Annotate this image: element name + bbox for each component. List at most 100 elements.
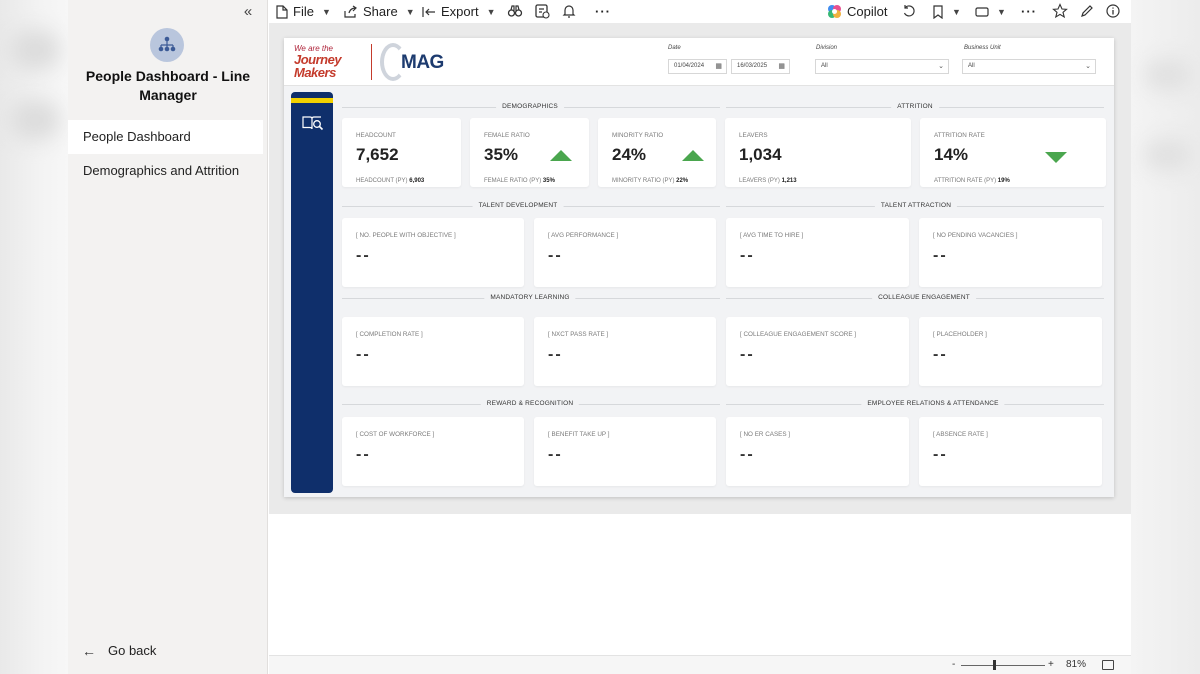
placeholder-card[interactable]: [ NO ER CASES ] -- (726, 417, 909, 486)
export-icon (422, 6, 435, 17)
chevron-down-icon: ▼ (997, 6, 1006, 17)
mag-logo-mark (380, 43, 406, 81)
bell-icon[interactable] (561, 3, 577, 19)
go-back-label: Go back (108, 643, 157, 658)
kpi-py-value: 22% (676, 178, 689, 184)
collapse-nav-button[interactable]: « (243, 3, 253, 20)
arrow-left-icon: ← (82, 643, 96, 659)
file-label: File (293, 4, 314, 19)
zoom-in-button[interactable]: + (1048, 659, 1054, 670)
star-icon[interactable] (1052, 3, 1068, 19)
placeholder-value: -- (548, 446, 563, 463)
business-unit-dropdown[interactable]: All ⌄ (962, 59, 1096, 74)
kpi-label: LEAVERS (739, 132, 768, 139)
subscribe-icon[interactable] (534, 3, 550, 19)
kpi-card-female-ratio[interactable]: FEMALE RATIO 35% FEMALE RATIO (PY) 35% (470, 118, 589, 187)
kpi-card-attrition-rate[interactable]: ATTRITION RATE 14% ATTRITION RATE (PY) 1… (920, 118, 1106, 187)
more-options-icon[interactable]: ··· (1021, 4, 1037, 19)
more-options-icon[interactable]: ··· (595, 4, 611, 19)
copilot-label: Copilot (847, 4, 888, 19)
section-divider: MANDATORY LEARNING (342, 294, 720, 301)
chevron-down-icon: ▼ (952, 6, 961, 17)
view-menu[interactable]: ▼ (975, 0, 1006, 23)
date-slicer-label: Date (668, 45, 681, 51)
division-dropdown[interactable]: All ⌄ (815, 59, 949, 74)
blur-shape (1145, 60, 1191, 90)
edit-icon[interactable] (1079, 3, 1095, 19)
division-slicer-label: Division (816, 45, 838, 51)
zoom-slider-thumb[interactable] (993, 660, 996, 670)
kpi-py-label: MINORITY RATIO (PY) (612, 178, 675, 184)
placeholder-card[interactable]: [ NO PENDING VACANCIES ] -- (919, 218, 1102, 287)
file-menu[interactable]: File ▼ (276, 0, 331, 23)
date-end-input[interactable]: 16/03/2025 ▦ (731, 59, 790, 74)
kpi-value: 24% (612, 145, 647, 164)
section-title-attrition: ATTRITION (891, 103, 939, 110)
section-divider: DEMOGRAPHICS (342, 103, 720, 110)
kpi-prior-year: MINORITY RATIO (PY) 22% (612, 178, 688, 184)
kpi-label: HEADCOUNT (356, 132, 396, 139)
placeholder-label: [ AVG TIME TO HIRE ] (740, 232, 804, 239)
navigation-pane: « People Dashboard - Line Manager People… (68, 0, 268, 674)
zoom-out-button[interactable]: - (952, 659, 956, 670)
placeholder-card[interactable]: [ PLACEHOLDER ] -- (919, 317, 1102, 386)
placeholder-card[interactable]: [ NO. PEOPLE WITH OBJECTIVE ] -- (342, 218, 524, 287)
fit-to-page-icon[interactable] (1102, 660, 1114, 670)
chevron-down-icon: ⌄ (1085, 63, 1091, 70)
zoom-slider[interactable] (961, 665, 1045, 666)
section-divider: EMPLOYEE RELATIONS & ATTENDANCE (726, 400, 1104, 407)
kpi-card-leavers[interactable]: LEAVERS 1,034 LEAVERS (PY) 1,213 (725, 118, 911, 187)
placeholder-card[interactable]: [ COLLEAGUE ENGAGEMENT SCORE ] -- (726, 317, 909, 386)
date-start-input[interactable]: 01/04/2024 ▦ (668, 59, 727, 74)
kpi-prior-year: ATTRITION RATE (PY) 19% (934, 178, 1010, 184)
kpi-py-value: 35% (542, 178, 555, 184)
kpi-prior-year: LEAVERS (PY) 1,213 (739, 178, 797, 184)
placeholder-card[interactable]: [ NXCT PASS RATE ] -- (534, 317, 716, 386)
info-icon[interactable] (1105, 3, 1121, 19)
bookmark-menu[interactable]: ▼ (932, 0, 961, 23)
kpi-prior-year: HEADCOUNT (PY) 6,903 (356, 178, 424, 184)
section-title-talent-attraction: TALENT ATTRACTION (874, 202, 958, 209)
kpi-card-minority-ratio[interactable]: MINORITY RATIO 24% MINORITY RATIO (PY) 2… (598, 118, 716, 187)
section-divider: ATTRITION (726, 103, 1104, 110)
reset-icon[interactable] (901, 3, 917, 19)
kpi-py-label: ATTRITION RATE (PY) (934, 178, 997, 184)
background-right-blur (1131, 0, 1200, 674)
chevron-down-icon: ▼ (321, 6, 331, 17)
section-title-mandatory-learning: MANDATORY LEARNING (484, 294, 576, 301)
export-label: Export (441, 4, 479, 19)
export-menu[interactable]: Export ▼ (422, 0, 496, 23)
nav-item-people-dashboard[interactable]: People Dashboard (68, 120, 263, 154)
share-label: Share (363, 4, 398, 19)
section-title-employee-relations: EMPLOYEE RELATIONS & ATTENDANCE (861, 400, 1005, 407)
placeholder-card[interactable]: [ COMPLETION RATE ] -- (342, 317, 524, 386)
section-title-demographics: DEMOGRAPHICS (496, 103, 564, 110)
report-page: We are the Journey Makers MAG Date 01/04… (284, 38, 1114, 497)
placeholder-card[interactable]: [ ABSENCE RATE ] -- (919, 417, 1102, 486)
copilot-button[interactable]: Copilot (827, 0, 887, 23)
section-title-talent-development: TALENT DEVELOPMENT (472, 202, 564, 209)
trend-down-icon (1045, 152, 1067, 163)
placeholder-label: [ COST OF WORKFORCE ] (356, 431, 435, 438)
share-menu[interactable]: Share ▼ (344, 0, 415, 23)
placeholder-value: -- (356, 247, 371, 264)
placeholder-card[interactable]: [ AVG TIME TO HIRE ] -- (726, 218, 909, 287)
zoom-level-label: 81% (1066, 659, 1087, 670)
placeholder-value: -- (933, 247, 948, 264)
calendar-icon: ▦ (778, 63, 785, 70)
placeholder-card[interactable]: [ AVG PERFORMANCE ] -- (534, 218, 716, 287)
placeholder-card[interactable]: [ COST OF WORKFORCE ] -- (342, 417, 524, 486)
side-band-stripe (291, 98, 333, 103)
bookmark-icon (933, 4, 943, 19)
binoculars-icon[interactable] (507, 3, 523, 19)
journey-makers-logo: We are the Journey Makers (294, 45, 366, 80)
nav-item-demographics-attrition[interactable]: Demographics and Attrition (83, 163, 240, 178)
file-icon (276, 4, 288, 19)
kpi-card-headcount[interactable]: HEADCOUNT 7,652 HEADCOUNT (PY) 6,903 (342, 118, 461, 187)
placeholder-card[interactable]: [ BENEFIT TAKE UP ] -- (534, 417, 716, 486)
side-band (291, 92, 333, 493)
go-back-button[interactable]: ← Go back (82, 640, 156, 662)
copilot-icon (828, 5, 841, 18)
placeholder-label: [ ABSENCE RATE ] (933, 431, 988, 438)
status-bar: - + 81% (269, 655, 1131, 674)
